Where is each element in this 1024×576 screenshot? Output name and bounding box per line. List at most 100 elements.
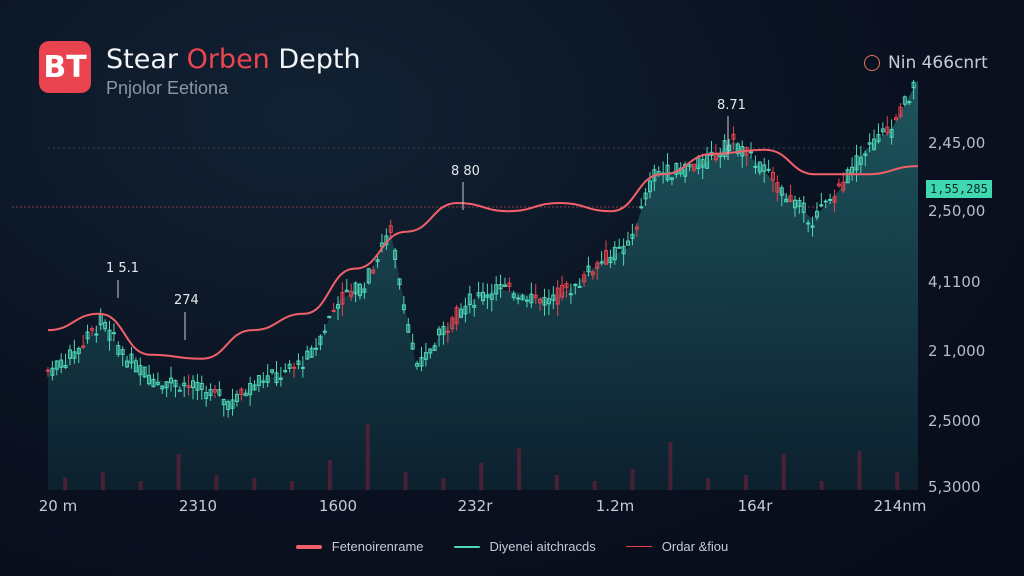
top-right-indicator[interactable]: Nin 466cnrt bbox=[864, 53, 988, 73]
candle-body bbox=[590, 271, 595, 276]
candle-body bbox=[155, 381, 160, 385]
candle-body bbox=[713, 154, 718, 161]
candle-body bbox=[564, 283, 569, 289]
candle-body bbox=[476, 292, 481, 297]
volume-bar bbox=[63, 478, 68, 490]
candle-body bbox=[485, 294, 490, 298]
candle-body bbox=[54, 360, 59, 370]
candle-body bbox=[582, 274, 587, 283]
candle-body bbox=[292, 366, 297, 369]
candle-body bbox=[401, 304, 406, 311]
candle-body bbox=[204, 392, 209, 400]
indicator-label: Nin 466cnrt bbox=[888, 53, 988, 73]
candle-body bbox=[502, 284, 507, 287]
candle-body bbox=[419, 357, 424, 367]
candle-body bbox=[366, 268, 371, 284]
volume-bar bbox=[554, 475, 559, 490]
candle-body bbox=[397, 278, 402, 286]
candle-body bbox=[116, 345, 121, 355]
candle-body bbox=[76, 347, 81, 355]
candle-body bbox=[133, 360, 138, 373]
candle-body bbox=[573, 283, 578, 286]
x-tick-label: 164r bbox=[737, 497, 773, 515]
volume-bar bbox=[252, 478, 257, 490]
candle-body bbox=[854, 155, 859, 171]
candle-body bbox=[911, 81, 916, 89]
candle-body bbox=[687, 164, 692, 168]
candle-body bbox=[353, 282, 358, 295]
candle-body bbox=[195, 382, 200, 391]
candle-body bbox=[344, 289, 349, 293]
volume-bar bbox=[100, 472, 105, 490]
candle-body bbox=[423, 352, 428, 360]
moving-average-line bbox=[47, 148, 919, 360]
candle-body bbox=[617, 246, 622, 249]
legend: Fetenoirenrame Diyenei aitchracds Ordar … bbox=[0, 539, 1024, 554]
candle-body bbox=[415, 362, 420, 367]
candle-body bbox=[305, 350, 310, 360]
legend-item[interactable]: Fetenoirenrame bbox=[295, 539, 424, 554]
volume-bar bbox=[819, 481, 824, 490]
candle-body bbox=[362, 288, 367, 293]
candle-body bbox=[832, 196, 837, 203]
candle-body bbox=[538, 298, 543, 304]
candle-body bbox=[318, 335, 323, 345]
candle-body bbox=[577, 285, 582, 288]
candle-body bbox=[845, 169, 850, 184]
volume-bar bbox=[327, 460, 332, 490]
candle-body bbox=[621, 245, 626, 255]
candle-body bbox=[524, 299, 529, 302]
legend-item[interactable]: Ordar &fiou bbox=[625, 539, 728, 554]
candle-body bbox=[516, 297, 521, 300]
candle-body bbox=[388, 225, 393, 233]
candle-body bbox=[507, 282, 512, 287]
candle-body bbox=[445, 330, 450, 333]
candle-body bbox=[643, 192, 648, 200]
candle-body bbox=[691, 163, 696, 171]
candle-body bbox=[894, 117, 899, 121]
candle-body bbox=[393, 249, 398, 260]
app-logo: BT bbox=[39, 41, 91, 93]
candle-body bbox=[880, 128, 885, 133]
volume-bar bbox=[403, 472, 408, 490]
annotation: 1 5.1 bbox=[106, 261, 140, 276]
candle-body bbox=[283, 369, 288, 373]
candle-body bbox=[111, 332, 116, 335]
candle-body bbox=[296, 360, 301, 366]
candle-body bbox=[489, 293, 494, 300]
candle-body bbox=[586, 265, 591, 273]
candle-body bbox=[647, 180, 652, 193]
candle-body bbox=[278, 377, 283, 380]
volume-bar bbox=[857, 451, 862, 490]
candle-body bbox=[252, 384, 257, 391]
candle-body bbox=[797, 199, 802, 207]
candle-body bbox=[735, 143, 740, 154]
candle-body bbox=[819, 204, 824, 207]
x-tick-label: 214nm bbox=[873, 497, 927, 515]
legend-item[interactable]: Diyenei aitchracds bbox=[453, 539, 596, 554]
y-tick-label: 2,5000 bbox=[928, 412, 981, 430]
candle-body bbox=[907, 100, 912, 104]
candle-body bbox=[63, 364, 68, 369]
candle-body bbox=[309, 347, 314, 358]
candle-body bbox=[481, 291, 485, 302]
candle-body bbox=[336, 304, 340, 309]
candle-body bbox=[639, 206, 644, 209]
page-title: Stear Orben Depth bbox=[106, 44, 361, 75]
candle-body bbox=[265, 375, 270, 383]
candle-body bbox=[327, 316, 332, 319]
candle-body bbox=[147, 374, 152, 385]
candle-body bbox=[120, 349, 125, 355]
y-tick-label: 2,45,00 bbox=[928, 134, 986, 152]
candle-body bbox=[81, 345, 86, 348]
price-area bbox=[48, 80, 918, 490]
candle-body bbox=[169, 377, 174, 384]
candle-body bbox=[450, 317, 455, 330]
volume-bar bbox=[441, 478, 446, 490]
candle-body bbox=[784, 198, 789, 203]
candle-body bbox=[560, 284, 565, 298]
candle-body bbox=[142, 366, 147, 378]
candle-body bbox=[287, 363, 292, 369]
annotation: 274 bbox=[174, 293, 199, 308]
candle-body bbox=[889, 128, 894, 138]
